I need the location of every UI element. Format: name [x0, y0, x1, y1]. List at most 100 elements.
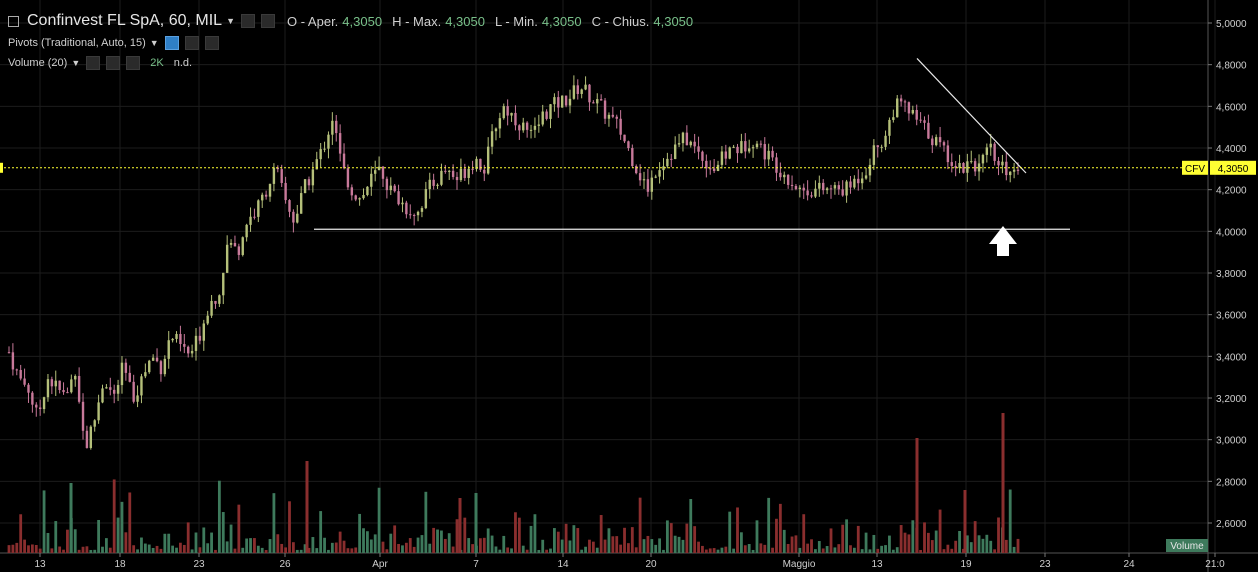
volume-bar — [930, 540, 934, 553]
volume-bar — [814, 549, 817, 553]
candle-body — [151, 357, 155, 361]
volume-bar — [821, 548, 825, 553]
candle-body — [93, 420, 96, 427]
candle-body — [459, 168, 463, 181]
candle-body — [790, 184, 794, 187]
candle-body — [689, 141, 692, 146]
candle-body — [81, 401, 85, 431]
candle-body — [194, 335, 198, 351]
volume-bar — [104, 538, 108, 553]
candle-body — [572, 85, 576, 99]
volume-bar — [677, 536, 681, 553]
candle-body — [276, 167, 280, 170]
volume-bar — [611, 536, 615, 553]
volume-bar — [969, 542, 973, 553]
volume-bar — [478, 538, 482, 553]
volume-bar — [101, 546, 104, 553]
candle-body — [327, 134, 330, 149]
volume-bar — [763, 544, 767, 553]
settings-icon[interactable] — [184, 36, 199, 50]
volume-bar — [599, 515, 603, 553]
low-label: L - Min. — [494, 13, 538, 29]
candle-body — [85, 430, 89, 448]
settings-icon[interactable] — [106, 56, 121, 70]
pivots-label[interactable]: Pivots (Traditional, Auto, 15) — [8, 37, 146, 49]
volume-indicator-label[interactable]: Volume (20) — [8, 57, 68, 69]
volume-bar — [38, 548, 42, 553]
volume-bar — [786, 543, 790, 553]
volume-bar — [447, 533, 451, 553]
volume-bar — [673, 535, 677, 553]
x-tick-label: 23 — [193, 559, 205, 570]
volume-bar — [136, 549, 139, 553]
volume-bar — [358, 513, 362, 553]
candle-body — [112, 389, 116, 394]
candle-body — [693, 141, 696, 147]
eye-icon[interactable] — [164, 36, 179, 50]
chevron-down-icon[interactable]: ▼ — [149, 38, 159, 48]
candle-body — [966, 161, 969, 173]
low-value: 4,3050 — [541, 13, 582, 29]
candle-body — [958, 162, 961, 169]
candle-body — [432, 179, 435, 186]
volume-bar — [856, 525, 860, 553]
left-price-marker — [0, 162, 3, 173]
volume-bar — [833, 547, 837, 553]
candle-body — [202, 323, 205, 341]
volume-bar — [985, 534, 989, 553]
y-tick-label: 3,8000 — [1216, 269, 1247, 280]
volume-bar — [576, 528, 580, 553]
volume-bar — [186, 522, 190, 553]
close-icon[interactable] — [204, 36, 219, 50]
volume-bar — [580, 549, 584, 553]
collapse-icon[interactable] — [8, 15, 19, 27]
x-tick-label: 20 — [645, 559, 657, 570]
close-icon[interactable] — [126, 56, 141, 70]
volume-bar — [440, 530, 443, 553]
close-icon[interactable] — [260, 14, 275, 28]
volume-bar — [116, 517, 120, 553]
candle-body — [720, 151, 724, 165]
chevron-down-icon[interactable]: ▼ — [71, 58, 81, 68]
volume-bar — [260, 547, 264, 553]
volume-bar — [89, 549, 93, 553]
candle-body — [479, 158, 482, 170]
candle-body — [627, 141, 630, 149]
y-tick-label: 4,4000 — [1216, 144, 1247, 155]
candle-body — [537, 124, 541, 126]
x-tick-label: 13 — [34, 559, 46, 570]
candle-body — [603, 100, 607, 119]
candle-body — [576, 85, 579, 94]
volume-bar — [837, 544, 841, 553]
volume-bar — [841, 524, 845, 553]
candle-body — [23, 378, 26, 385]
candle-body — [529, 129, 533, 131]
eye-icon[interactable] — [86, 56, 101, 70]
candle-body — [985, 147, 989, 155]
candle-body — [997, 160, 1000, 166]
symbol-title[interactable]: Confinvest FL SpA, 60, MIL — [27, 12, 223, 29]
volume-bar — [128, 492, 132, 553]
volume-bar — [436, 529, 439, 553]
volume-bar — [299, 549, 303, 553]
candle-body — [159, 361, 163, 375]
settings-icon[interactable] — [240, 14, 255, 28]
volume-bar — [132, 545, 136, 553]
candle-body — [163, 358, 167, 375]
chevron-down-icon[interactable]: ▼ — [226, 16, 235, 26]
volume-bar — [942, 549, 946, 553]
candle-body — [724, 151, 728, 159]
high-value: 4,3050 — [445, 13, 485, 29]
candle-body — [280, 169, 283, 183]
candle-body — [490, 131, 494, 147]
volume-bar — [895, 547, 899, 553]
candle-body — [120, 362, 124, 386]
candle-body — [946, 145, 950, 163]
candle-body — [736, 146, 739, 154]
volume-bar — [424, 491, 428, 553]
volume-bar — [159, 548, 163, 553]
volume-bar — [950, 548, 954, 553]
volume-bar — [350, 548, 354, 553]
x-tick-label: 23 — [1039, 559, 1051, 570]
